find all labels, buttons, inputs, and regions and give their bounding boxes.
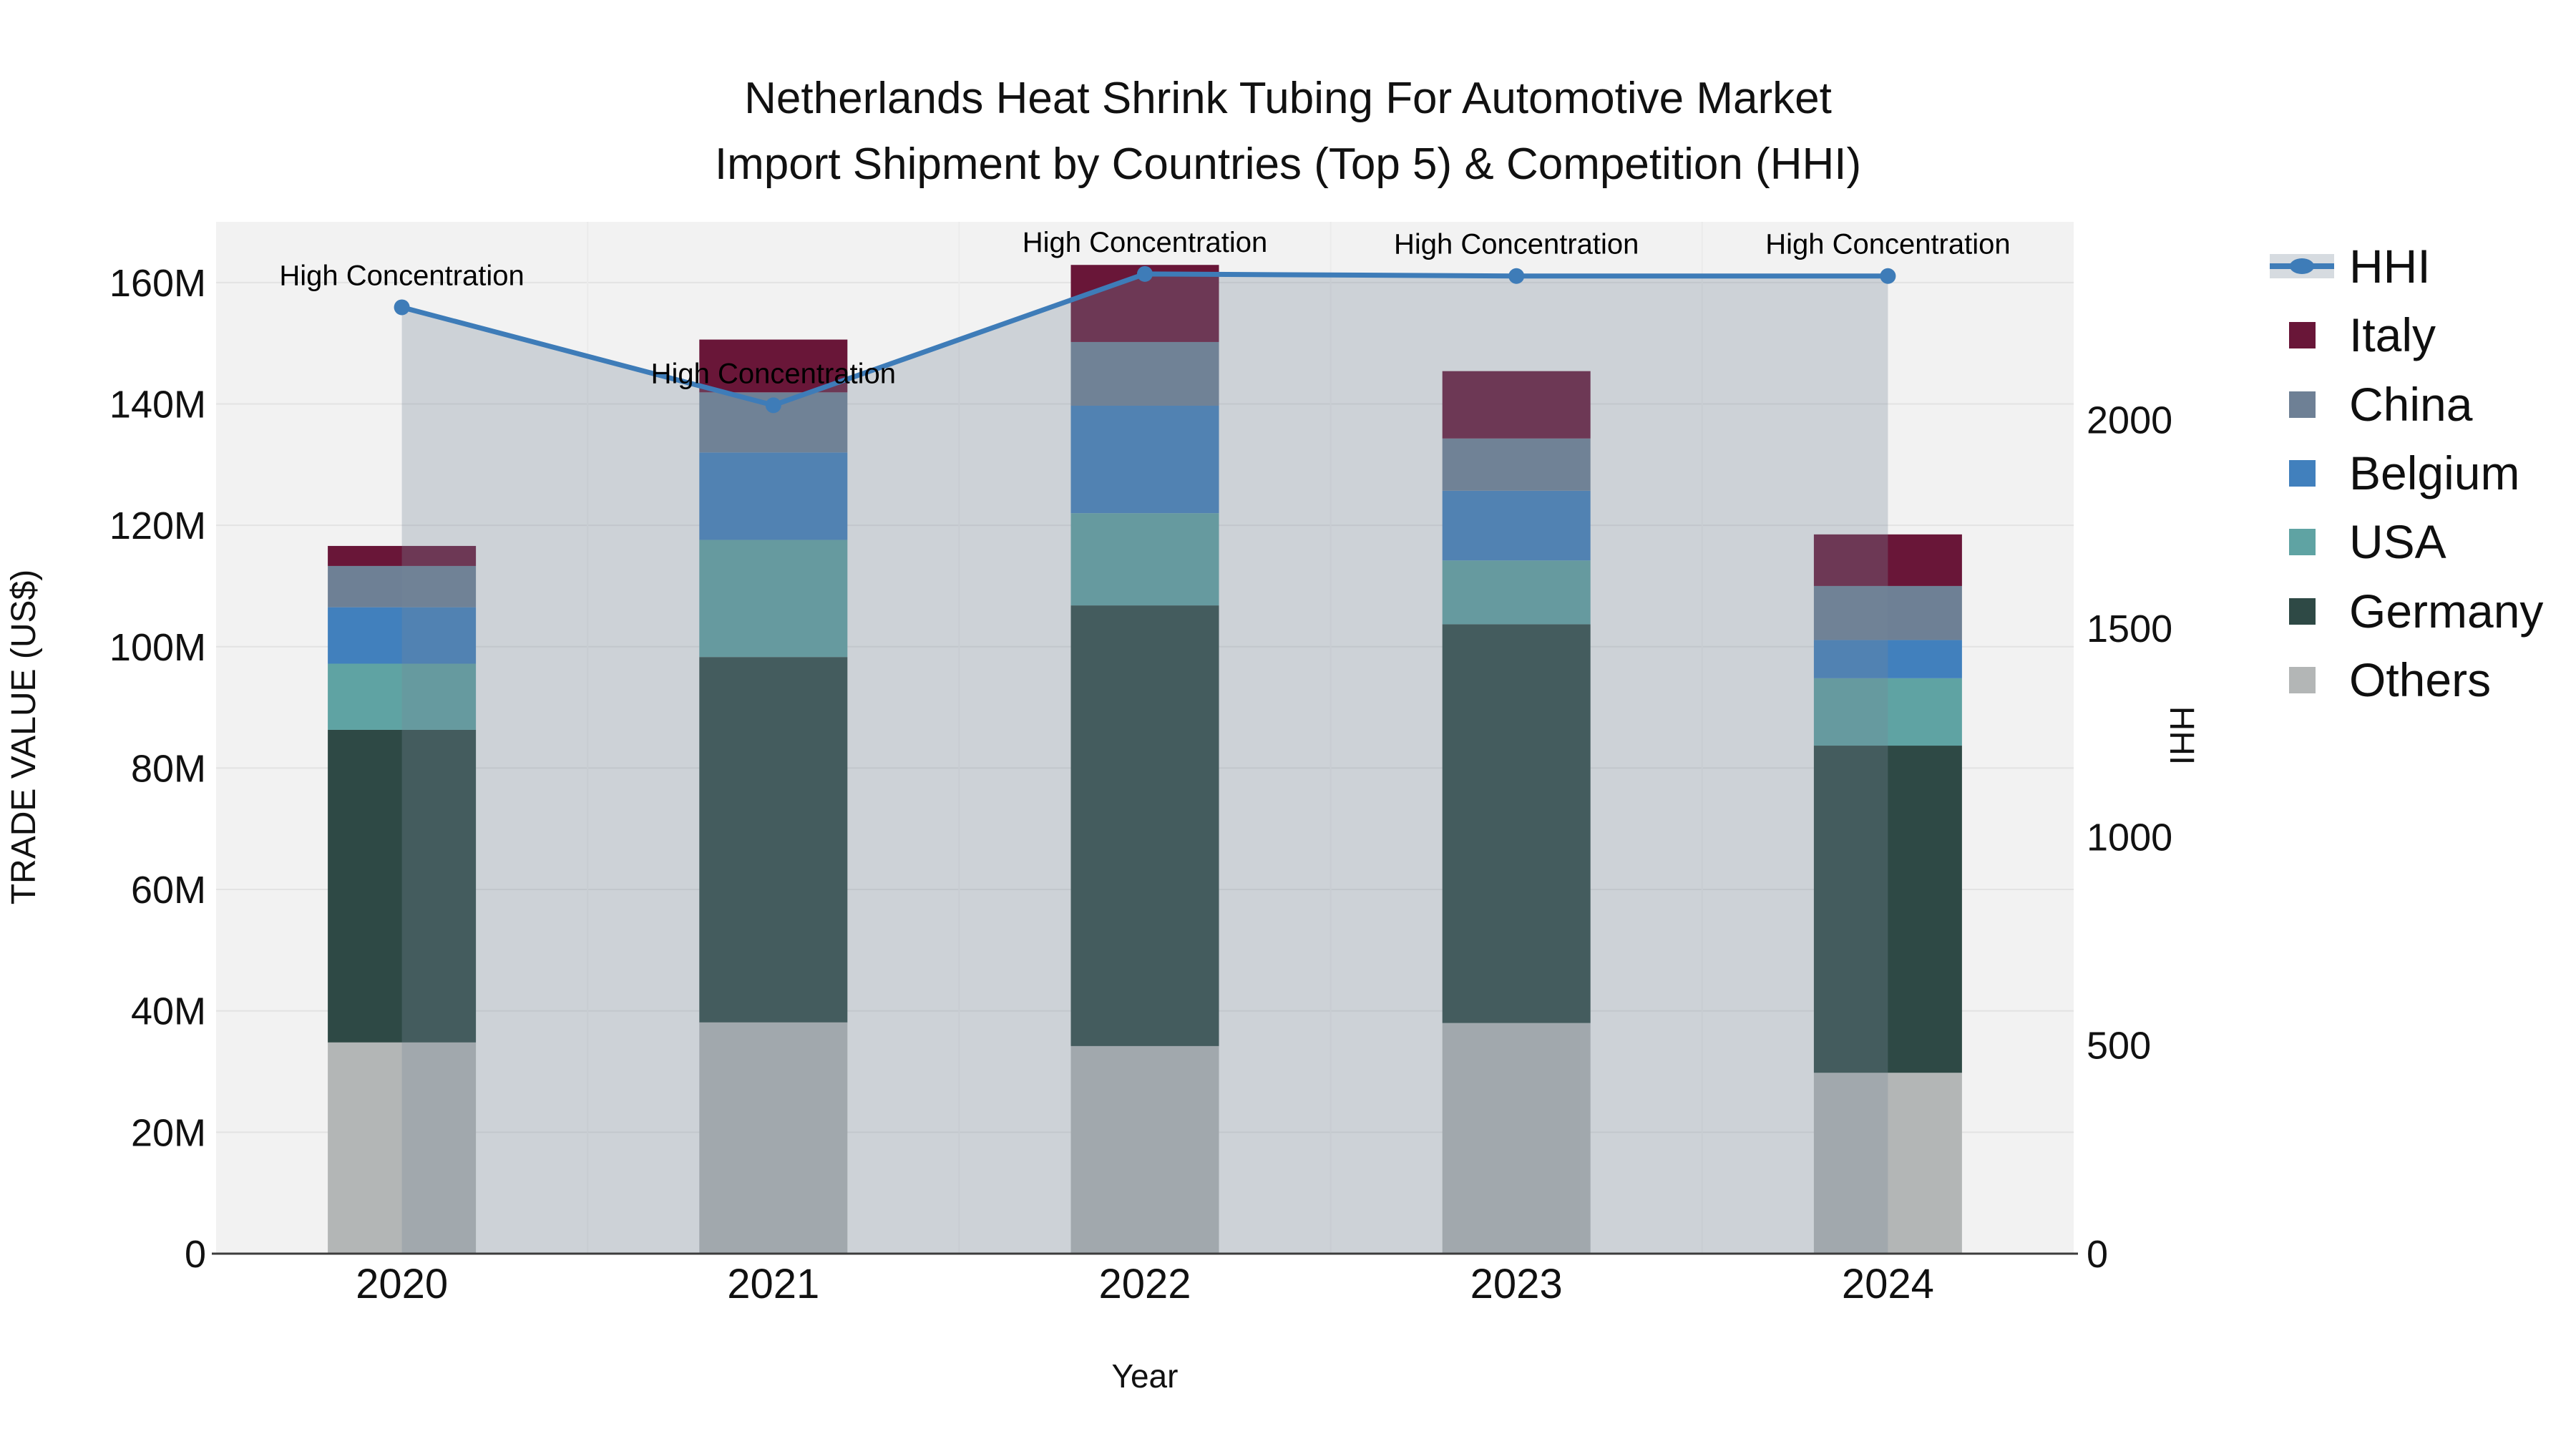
bar-segment-china-2024 <box>1813 585 1962 640</box>
x-tick-label-2022: 2022 <box>1098 1261 1191 1307</box>
bar-segment-italy-2021 <box>699 339 848 393</box>
left-tick-label: 140M <box>109 383 206 426</box>
right-tick-label: 0 <box>2087 1233 2108 1276</box>
bar-segment-china-2023 <box>1442 438 1591 491</box>
legend-label-belgium: Belgium <box>2349 446 2520 499</box>
left-tick-label: 160M <box>109 262 206 305</box>
bar-segment-belgium-2024 <box>1813 640 1962 678</box>
x-tick-label-2020: 2020 <box>356 1261 448 1307</box>
right-axis-title: HHI <box>2162 706 2200 766</box>
bar-segment-others-2021 <box>699 1022 848 1254</box>
annotation-2020: High Concentration <box>279 260 524 291</box>
x-tick-label-2024: 2024 <box>1842 1261 1934 1307</box>
legend-label-usa: USA <box>2349 515 2446 569</box>
left-tick-label: 100M <box>109 626 206 669</box>
italy-swatch-icon <box>2270 318 2334 352</box>
bar-segment-usa-2022 <box>1070 513 1219 606</box>
bar-segment-china-2022 <box>1070 341 1219 406</box>
chart-title: Netherlands Heat Shrink Tubing For Autom… <box>0 66 2576 197</box>
bar-segment-italy-2023 <box>1442 371 1591 439</box>
bar-segment-belgium-2023 <box>1442 490 1591 561</box>
left-tick-label: 80M <box>131 747 206 790</box>
bar-segment-others-2023 <box>1442 1023 1591 1254</box>
bar-segment-usa-2021 <box>699 540 848 658</box>
annotation-2023: High Concentration <box>1394 229 1639 260</box>
right-tick-label: 1000 <box>2087 816 2172 859</box>
bar-segment-italy-2024 <box>1813 534 1962 586</box>
annotation-2022: High Concentration <box>1023 227 1267 258</box>
x-tick-label-2021: 2021 <box>727 1261 819 1307</box>
hhi-marker-2021 <box>765 397 781 414</box>
legend-label-germany: Germany <box>2349 584 2544 638</box>
left-tick-label: 0 <box>185 1233 206 1276</box>
legend-label-others: Others <box>2349 653 2492 706</box>
bar-segment-china-2020 <box>328 565 477 608</box>
hhi-marker-2020 <box>394 299 410 316</box>
legend-item-italy[interactable]: Italy <box>2270 308 2436 361</box>
right-tick-label: 2000 <box>2087 399 2172 442</box>
usa-swatch-icon <box>2270 525 2334 559</box>
hhi-area-fill <box>401 273 1888 1254</box>
bar-segment-usa-2020 <box>328 663 477 730</box>
left-tick-label: 20M <box>131 1111 206 1154</box>
left-tick-label: 40M <box>131 990 206 1033</box>
bar-segment-others-2022 <box>1070 1045 1219 1254</box>
x-axis-title: Year <box>1111 1357 1179 1395</box>
bar-segment-others-2020 <box>328 1042 477 1254</box>
hhi-marker-2023 <box>1508 268 1525 284</box>
hhi-marker-2022 <box>1137 265 1153 282</box>
bar-segment-germany-2022 <box>1070 605 1219 1046</box>
bar-segment-germany-2023 <box>1442 624 1591 1023</box>
right-tick-label: 1500 <box>2087 608 2172 650</box>
legend-item-germany[interactable]: Germany <box>2270 584 2544 638</box>
bar-segment-belgium-2021 <box>699 452 848 540</box>
bar-segment-italy-2020 <box>328 545 477 566</box>
legend-item-belgium[interactable]: Belgium <box>2270 446 2520 499</box>
legend-item-others[interactable]: Others <box>2270 653 2491 706</box>
left-tick-label: 60M <box>131 869 206 912</box>
hhi-line-sample-icon <box>2270 249 2334 283</box>
legend-label-hhi: HHI <box>2349 240 2431 293</box>
others-swatch-icon <box>2270 663 2334 697</box>
bar-segment-usa-2023 <box>1442 560 1591 625</box>
left-tick-label: 120M <box>109 504 206 547</box>
belgium-swatch-icon <box>2270 456 2334 490</box>
chart-title-line1: Netherlands Heat Shrink Tubing For Autom… <box>744 74 1832 123</box>
germany-swatch-icon <box>2270 594 2334 628</box>
hhi-marker-2024 <box>1880 268 1896 284</box>
bar-segment-belgium-2020 <box>328 607 477 664</box>
right-tick-label: 500 <box>2087 1025 2151 1068</box>
legend-item-china[interactable]: China <box>2270 378 2472 431</box>
legend-label-china: China <box>2349 377 2473 431</box>
legend-item-hhi[interactable]: HHI <box>2270 240 2431 293</box>
left-axis-title: TRADE VALUE (US$) <box>5 569 43 905</box>
bar-segment-germany-2024 <box>1813 746 1962 1073</box>
annotation-2021: High Concentration <box>651 358 896 389</box>
bar-segment-usa-2024 <box>1813 678 1962 746</box>
bar-segment-others-2024 <box>1813 1073 1962 1254</box>
bar-segment-germany-2021 <box>699 657 848 1023</box>
annotation-2024: High Concentration <box>1765 229 2010 260</box>
bar-segment-belgium-2022 <box>1070 406 1219 514</box>
x-tick-label-2023: 2023 <box>1470 1261 1563 1307</box>
chart-title-line2: Import Shipment by Countries (Top 5) & C… <box>714 140 1862 189</box>
china-swatch-icon <box>2270 387 2334 421</box>
legend-label-italy: Italy <box>2349 308 2436 362</box>
legend-item-usa[interactable]: USA <box>2270 515 2446 568</box>
bar-segment-germany-2020 <box>328 729 477 1043</box>
